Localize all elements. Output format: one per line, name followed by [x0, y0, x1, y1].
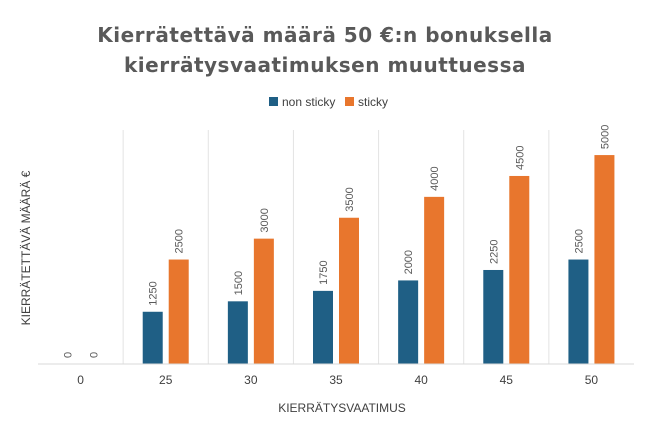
- x-tick-label-35: 35: [329, 373, 343, 387]
- bar-non-sticky-40: [398, 280, 419, 364]
- x-tick-label-45: 45: [500, 373, 514, 387]
- data-label-sticky-0: 0: [89, 352, 101, 358]
- bar-sticky-30: [253, 238, 274, 364]
- bars: [142, 155, 615, 364]
- bar-sticky-40: [424, 196, 445, 364]
- data-label-non-sticky-35: 1750: [318, 260, 330, 284]
- category-gridlines: [122, 130, 550, 364]
- data-label-sticky-50: 5000: [599, 125, 611, 149]
- legend-swatch-sticky: [345, 97, 354, 106]
- data-label-non-sticky-45: 2250: [488, 239, 500, 263]
- legend: non sticky sticky: [269, 95, 388, 109]
- bar-sticky-45: [509, 175, 530, 364]
- x-tick-label-50: 50: [585, 373, 599, 387]
- x-tick-label-30: 30: [244, 373, 258, 387]
- legend-label-sticky: sticky: [358, 95, 388, 109]
- bar-non-sticky-50: [568, 259, 589, 364]
- bar-non-sticky-30: [227, 301, 248, 364]
- data-label-sticky-45: 4500: [514, 145, 526, 169]
- bar-sticky-25: [168, 259, 189, 364]
- bar-non-sticky-25: [142, 311, 163, 364]
- data-labels: 0 0 1250 2500 1500 3000 1750 3500 2000 4000 2250 45…: [63, 125, 612, 358]
- x-tick-label-0: 0: [77, 373, 84, 387]
- data-label-sticky-25: 2500: [174, 229, 186, 253]
- data-label-non-sticky-40: 2000: [403, 250, 415, 274]
- bar-sticky-50: [594, 155, 615, 364]
- data-label-non-sticky-0: 0: [63, 352, 75, 358]
- chart-title-line-2: kierrätysvaatimuksen muuttuessa: [124, 53, 526, 77]
- data-label-non-sticky-30: 1500: [233, 271, 245, 295]
- data-label-non-sticky-25: 1250: [148, 281, 160, 305]
- data-label-non-sticky-50: 2500: [573, 229, 585, 253]
- chart-title-line-1: Kierrätettävä määrä 50 €:n bonuksella: [97, 23, 552, 47]
- data-label-sticky-35: 3500: [344, 187, 356, 211]
- bar-non-sticky-35: [313, 290, 333, 364]
- x-tick-label-40: 40: [414, 373, 428, 387]
- bar-sticky-35: [339, 217, 359, 364]
- x-tick-label-25: 25: [159, 373, 173, 387]
- data-label-sticky-40: 4000: [429, 166, 441, 190]
- legend-label-non-sticky: non sticky: [282, 95, 335, 109]
- legend-swatch-non-sticky: [269, 97, 278, 106]
- x-axis-title: KIERRÄTYSVAATIMUS: [278, 401, 406, 415]
- y-axis-title: KIERRÄTETTÄVÄ MÄÄRÄ €: [19, 170, 33, 325]
- x-axis-ticks: 0 25 30 35 40 45 50: [77, 373, 598, 387]
- data-label-sticky-30: 3000: [259, 208, 271, 232]
- bar-non-sticky-45: [483, 269, 504, 364]
